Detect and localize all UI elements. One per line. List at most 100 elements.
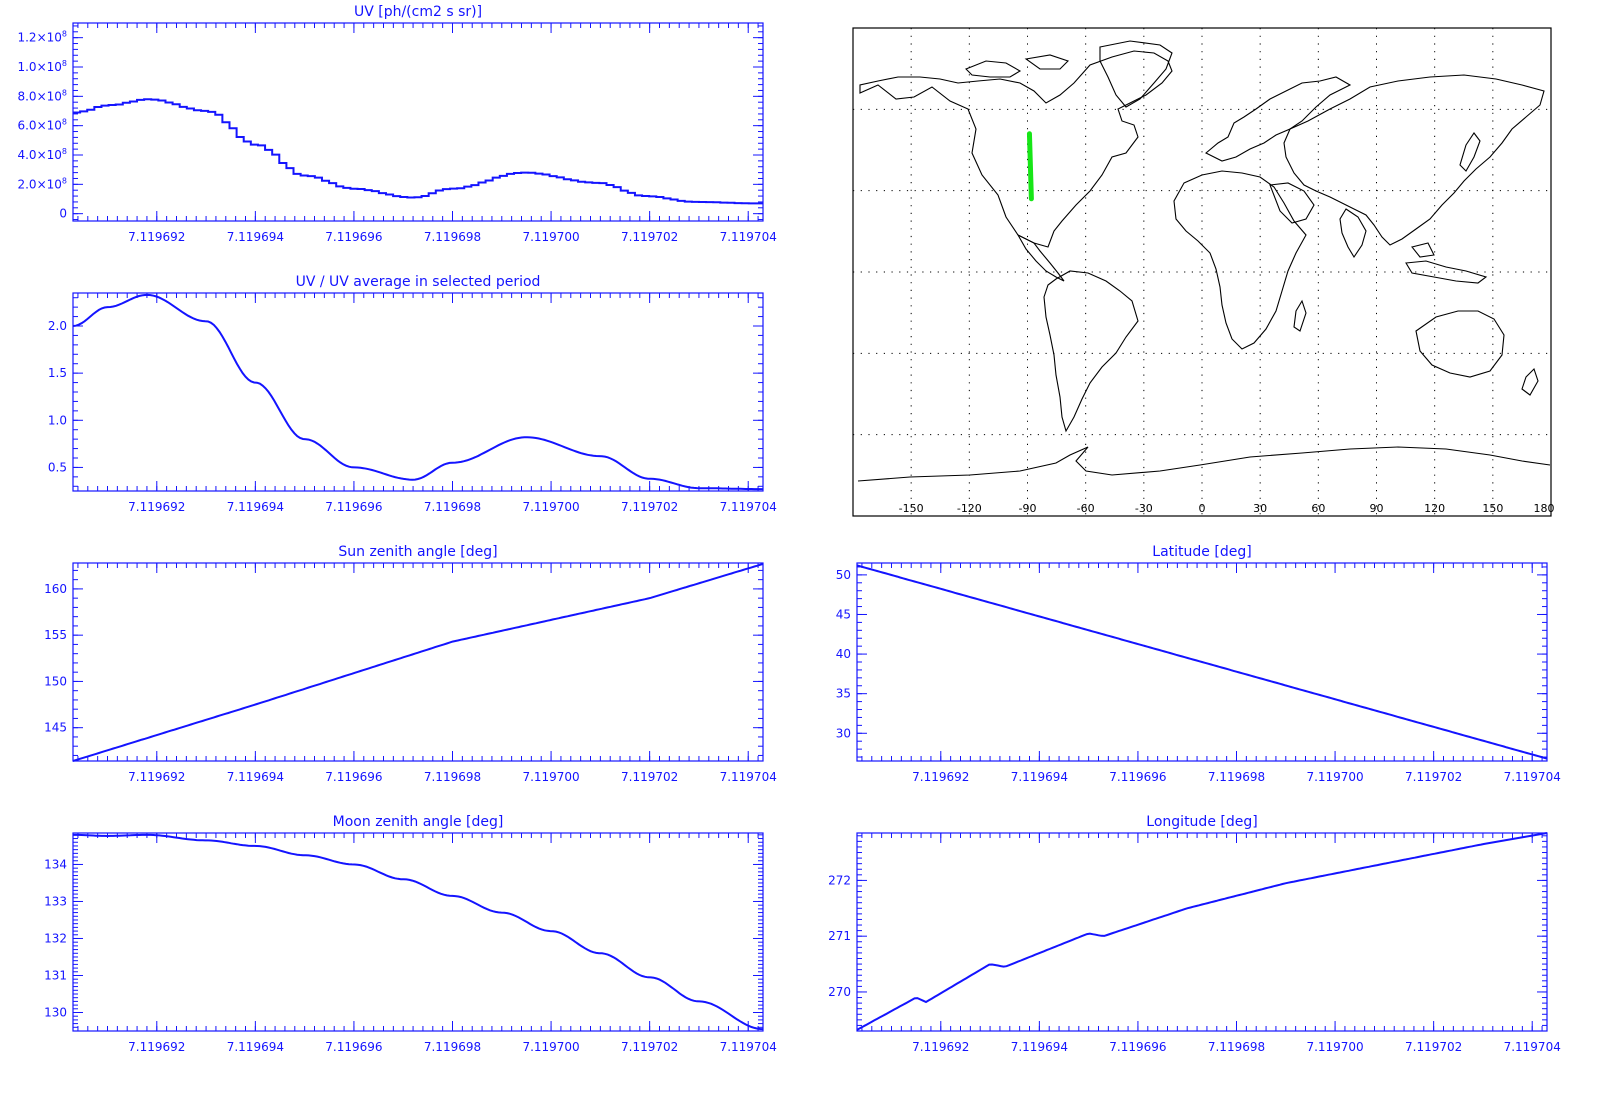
y-tick-label: 6.0×108 <box>17 118 67 133</box>
x-tick-label: 7.119694 <box>1011 1040 1068 1054</box>
coast-antarctica <box>857 446 1551 482</box>
x-tick-label: 7.119696 <box>325 500 382 514</box>
y-tick-label: 145 <box>44 721 67 735</box>
x-tick-label: 7.119702 <box>621 230 678 244</box>
chart-title: Latitude [deg] <box>1152 544 1251 560</box>
x-tick-label: 7.119704 <box>720 230 777 244</box>
chart-title: UV [ph/(cm2 s sr)] <box>354 4 482 20</box>
chart-title: Moon zenith angle [deg] <box>333 814 504 830</box>
series-line <box>856 564 1548 760</box>
x-tick-label: 7.119700 <box>1306 1040 1363 1054</box>
map-lon-label: 90 <box>1370 502 1384 515</box>
x-tick-label: 7.119698 <box>1208 1040 1265 1054</box>
y-tick-label: 1.5 <box>48 366 67 380</box>
x-tick-label: 7.119702 <box>1405 770 1462 784</box>
moon-zenith-chart: Moon zenith angle [deg] 7.119692 7.119694 7… <box>44 814 777 1054</box>
map-x-axis: -150 -120 -90 -60 -30 0 30 60 90 120 150 180 <box>899 502 1555 515</box>
coast-australia <box>1415 310 1505 378</box>
y-tick-label: 1.0 <box>48 413 67 427</box>
coast-europe <box>1205 76 1352 162</box>
x-tick-label: 7.119692 <box>912 770 969 784</box>
series-line <box>72 293 763 491</box>
coast-madagascar <box>1293 299 1307 332</box>
x-tick-label: 7.119694 <box>227 500 284 514</box>
satellite-track <box>1026 131 1034 202</box>
map-lon-label: 120 <box>1424 502 1445 515</box>
y-tick-label: 270 <box>828 985 851 999</box>
x-tick-label: 7.119704 <box>1504 770 1561 784</box>
y-tick-label: 45 <box>836 607 851 621</box>
map-lon-label: 30 <box>1253 502 1267 515</box>
y-tick-label: 132 <box>44 931 67 945</box>
x-tick-label: 7.119704 <box>720 1040 777 1054</box>
map-lon-label: 60 <box>1311 502 1325 515</box>
x-tick-label: 7.119692 <box>128 1040 185 1054</box>
coast-africa <box>1173 170 1307 350</box>
y-tick-label: 2.0×108 <box>17 176 67 191</box>
y-tick-label: 35 <box>836 687 851 701</box>
y-tick-label: 50 <box>836 568 851 582</box>
plot-frame <box>72 292 764 492</box>
x-tick-label: 7.119700 <box>522 230 579 244</box>
map-lon-label: -60 <box>1077 502 1095 515</box>
chart-title: UV / UV average in selected period <box>296 274 541 290</box>
x-tick-label: 7.119694 <box>227 230 284 244</box>
x-tick-label: 7.119702 <box>621 1040 678 1054</box>
chart-title: Sun zenith angle [deg] <box>338 544 497 560</box>
plot-frame <box>856 832 1548 1032</box>
x-tick-label: 7.119696 <box>325 230 382 244</box>
map-lon-label: 180 <box>1534 502 1555 515</box>
uv-chart: UV [ph/(cm2 s sr)] 7.119692 7.119694 7.1196… <box>17 4 777 244</box>
latitude-chart: Latitude [deg] 7.119692 7.119694 7.119696 7.… <box>836 544 1561 784</box>
sun-zenith-chart: Sun zenith angle [deg] 7.119692 7.119694 7.… <box>44 544 777 784</box>
x-tick-label: 7.119692 <box>128 230 185 244</box>
coast-japan <box>1459 132 1481 172</box>
coast-south-america <box>1043 270 1139 433</box>
coast-asia <box>1283 74 1545 246</box>
x-tick-label: 7.119702 <box>621 770 678 784</box>
uv-ratio-chart: UV / UV average in selected period 7.1196… <box>48 274 777 514</box>
map-lon-label: 0 <box>1199 502 1206 515</box>
map-lon-label: -30 <box>1135 502 1153 515</box>
series-line <box>856 832 1548 1031</box>
x-tick-label: 7.119702 <box>1405 1040 1462 1054</box>
coast-north-america <box>859 50 1173 248</box>
x-tick-label: 7.119694 <box>227 1040 284 1054</box>
series-line <box>72 562 764 762</box>
x-tick-label: 7.119698 <box>424 500 481 514</box>
coast-central-america <box>1016 233 1065 282</box>
y-tick-label: 40 <box>836 647 851 661</box>
coast-arabia <box>1269 182 1315 224</box>
x-tick-label: 7.119700 <box>1306 770 1363 784</box>
y-tick-label: 8.0×108 <box>17 88 67 103</box>
y-tick-label: 4.0×108 <box>17 147 67 162</box>
map-lon-label: -150 <box>899 502 924 515</box>
x-tick-label: 7.119704 <box>1504 1040 1561 1054</box>
map-grid <box>853 28 1551 516</box>
longitude-chart: Longitude [deg] 7.119692 7.119694 7.119696 7… <box>828 814 1561 1054</box>
x-tick-label: 7.119694 <box>227 770 284 784</box>
coast-greenland <box>1099 40 1173 108</box>
plot-frame <box>72 832 764 1032</box>
map-lon-label: -120 <box>957 502 982 515</box>
y-tick-label: 134 <box>44 857 67 871</box>
x-tick-label: 7.119704 <box>720 500 777 514</box>
y-tick-label: 272 <box>828 873 851 887</box>
x-tick-label: 7.119698 <box>1208 770 1265 784</box>
coast-arctic-islands <box>965 54 1070 78</box>
map-lon-label: 150 <box>1482 502 1503 515</box>
y-tick-label: 1.2×108 <box>17 30 67 45</box>
coast-indonesia <box>1405 242 1488 284</box>
x-tick-label: 7.119696 <box>325 1040 382 1054</box>
x-tick-label: 7.119698 <box>424 770 481 784</box>
y-tick-label: 131 <box>44 968 67 982</box>
x-tick-label: 7.119704 <box>720 770 777 784</box>
y-tick-label: 30 <box>836 726 851 740</box>
world-map: -150 -120 -90 -60 -30 0 30 60 90 120 150 180 <box>852 27 1555 517</box>
x-tick-label: 7.119698 <box>424 230 481 244</box>
y-tick-label: 130 <box>44 1005 67 1019</box>
plot-frame <box>72 562 764 762</box>
coast-new-zealand <box>1521 367 1539 396</box>
x-tick-label: 7.119696 <box>1109 770 1166 784</box>
series-line <box>73 98 763 205</box>
